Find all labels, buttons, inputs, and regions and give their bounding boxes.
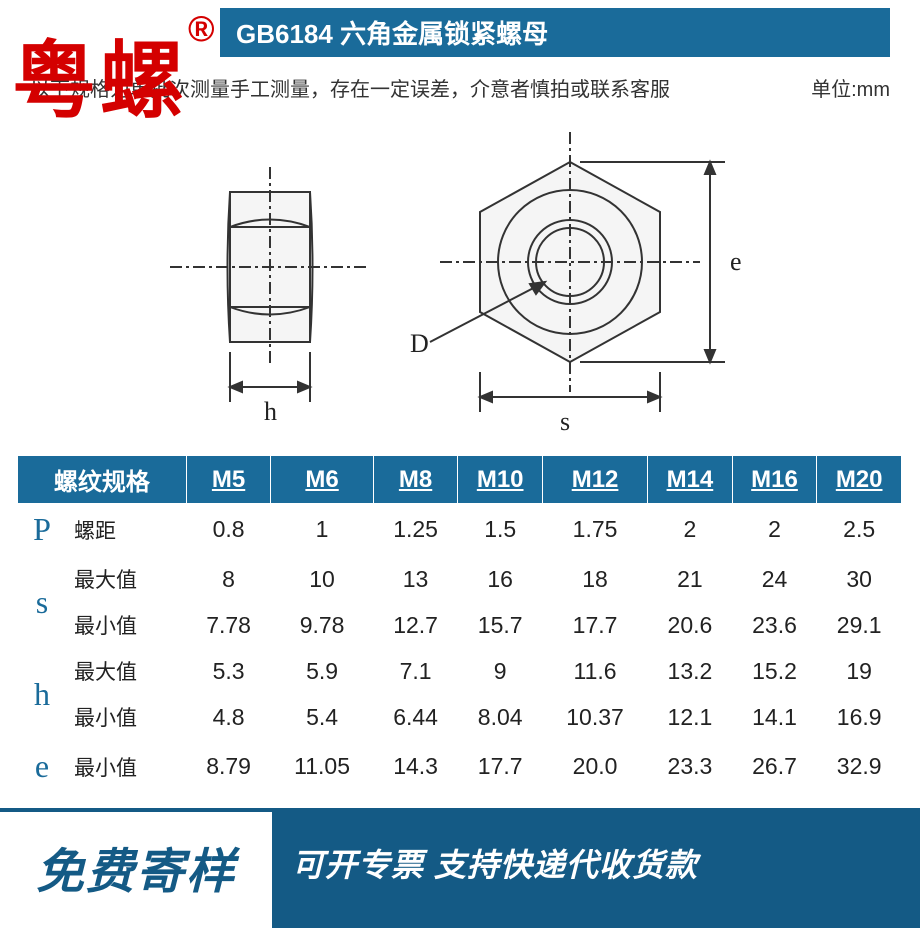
cell-value: 20.6 bbox=[648, 602, 733, 648]
cell-value: 15.2 bbox=[732, 648, 817, 694]
cell-value: 9.78 bbox=[271, 602, 373, 648]
cell-value: 2.5 bbox=[817, 503, 902, 556]
logo-text: 粤螺 bbox=[12, 34, 188, 128]
group-symbol: s bbox=[18, 556, 66, 648]
cell-value: 20.0 bbox=[542, 740, 647, 793]
cell-value: 1.25 bbox=[373, 503, 458, 556]
unit-label: 单位:mm bbox=[811, 73, 890, 102]
cell-value: 9 bbox=[458, 648, 543, 694]
col-M5: M5 bbox=[186, 456, 271, 503]
table-row: h最大值5.35.97.1911.613.215.219 bbox=[18, 648, 902, 694]
cell-value: 5.9 bbox=[271, 648, 373, 694]
row-label: 最大值 bbox=[66, 556, 186, 602]
cell-value: 32.9 bbox=[817, 740, 902, 793]
cell-value: 1.5 bbox=[458, 503, 543, 556]
group-symbol: P bbox=[18, 503, 66, 556]
label-D: D bbox=[410, 329, 429, 358]
cell-value: 23.6 bbox=[732, 602, 817, 648]
cell-value: 14.3 bbox=[373, 740, 458, 793]
cell-value: 24 bbox=[732, 556, 817, 602]
cell-value: 14.1 bbox=[732, 694, 817, 740]
footer-left: 免费寄样 bbox=[0, 808, 272, 928]
title-text: GB6184 六角金属锁紧螺母 bbox=[236, 19, 548, 49]
cell-value: 18 bbox=[542, 556, 647, 602]
label-e: e bbox=[730, 247, 742, 276]
label-s: s bbox=[560, 407, 570, 436]
table-row: s最大值810131618212430 bbox=[18, 556, 902, 602]
spec-table-wrap: 螺纹规格 M5 M6 M8 M10 M12 M14 M16 M20 P螺距0.8… bbox=[18, 456, 902, 793]
cell-value: 16 bbox=[458, 556, 543, 602]
col-M20: M20 bbox=[817, 456, 902, 503]
cell-value: 10 bbox=[271, 556, 373, 602]
registered-mark: ® bbox=[188, 8, 219, 49]
table-row: e最小值8.7911.0514.317.720.023.326.732.9 bbox=[18, 740, 902, 793]
col-M10: M10 bbox=[458, 456, 543, 503]
table-header-row: 螺纹规格 M5 M6 M8 M10 M12 M14 M16 M20 bbox=[18, 456, 902, 503]
cell-value: 29.1 bbox=[817, 602, 902, 648]
cell-value: 21 bbox=[648, 556, 733, 602]
row-label: 最小值 bbox=[66, 694, 186, 740]
table-row: 最小值7.789.7812.715.717.720.623.629.1 bbox=[18, 602, 902, 648]
cell-value: 11.05 bbox=[271, 740, 373, 793]
cell-value: 8 bbox=[186, 556, 271, 602]
cell-value: 11.6 bbox=[542, 648, 647, 694]
spec-table: 螺纹规格 M5 M6 M8 M10 M12 M14 M16 M20 P螺距0.8… bbox=[18, 456, 902, 793]
footer-right: 可开专票 支持快递代收货款 bbox=[272, 808, 920, 928]
cell-value: 13 bbox=[373, 556, 458, 602]
cell-value: 1.75 bbox=[542, 503, 647, 556]
col-M16: M16 bbox=[732, 456, 817, 503]
cell-value: 8.04 bbox=[458, 694, 543, 740]
cell-value: 2 bbox=[648, 503, 733, 556]
table-row: P螺距0.811.251.51.75222.5 bbox=[18, 503, 902, 556]
row-label: 最小值 bbox=[66, 602, 186, 648]
footer-bar: 免费寄样 可开专票 支持快递代收货款 bbox=[0, 808, 920, 928]
diagram-area: h D s e bbox=[30, 112, 890, 452]
cell-value: 7.78 bbox=[186, 602, 271, 648]
col-M12: M12 bbox=[542, 456, 647, 503]
cell-value: 12.1 bbox=[648, 694, 733, 740]
label-h: h bbox=[264, 397, 277, 426]
cell-value: 17.7 bbox=[542, 602, 647, 648]
cell-value: 17.7 bbox=[458, 740, 543, 793]
col-M6: M6 bbox=[271, 456, 373, 503]
cell-value: 19 bbox=[817, 648, 902, 694]
cell-value: 7.1 bbox=[373, 648, 458, 694]
brand-logo: 粤螺® bbox=[12, 14, 219, 135]
cell-value: 1 bbox=[271, 503, 373, 556]
cell-value: 12.7 bbox=[373, 602, 458, 648]
cell-value: 5.4 bbox=[271, 694, 373, 740]
col-M8: M8 bbox=[373, 456, 458, 503]
cell-value: 5.3 bbox=[186, 648, 271, 694]
cell-value: 4.8 bbox=[186, 694, 271, 740]
cell-value: 23.3 bbox=[648, 740, 733, 793]
cell-value: 30 bbox=[817, 556, 902, 602]
row-label: 螺距 bbox=[66, 503, 186, 556]
cell-value: 0.8 bbox=[186, 503, 271, 556]
group-symbol: e bbox=[18, 740, 66, 793]
cell-value: 6.44 bbox=[373, 694, 458, 740]
cell-value: 13.2 bbox=[648, 648, 733, 694]
cell-value: 15.7 bbox=[458, 602, 543, 648]
cell-value: 16.9 bbox=[817, 694, 902, 740]
row-label: 最小值 bbox=[66, 740, 186, 793]
cell-value: 8.79 bbox=[186, 740, 271, 793]
row-label: 最大值 bbox=[66, 648, 186, 694]
table-row: 最小值4.85.46.448.0410.3712.114.116.9 bbox=[18, 694, 902, 740]
cell-value: 26.7 bbox=[732, 740, 817, 793]
nut-diagram: h D s e bbox=[110, 112, 810, 442]
spec-header: 螺纹规格 bbox=[18, 456, 186, 503]
cell-value: 10.37 bbox=[542, 694, 647, 740]
title-bar: GB6184 六角金属锁紧螺母 bbox=[220, 8, 890, 57]
cell-value: 2 bbox=[732, 503, 817, 556]
group-symbol: h bbox=[18, 648, 66, 740]
col-M14: M14 bbox=[648, 456, 733, 503]
